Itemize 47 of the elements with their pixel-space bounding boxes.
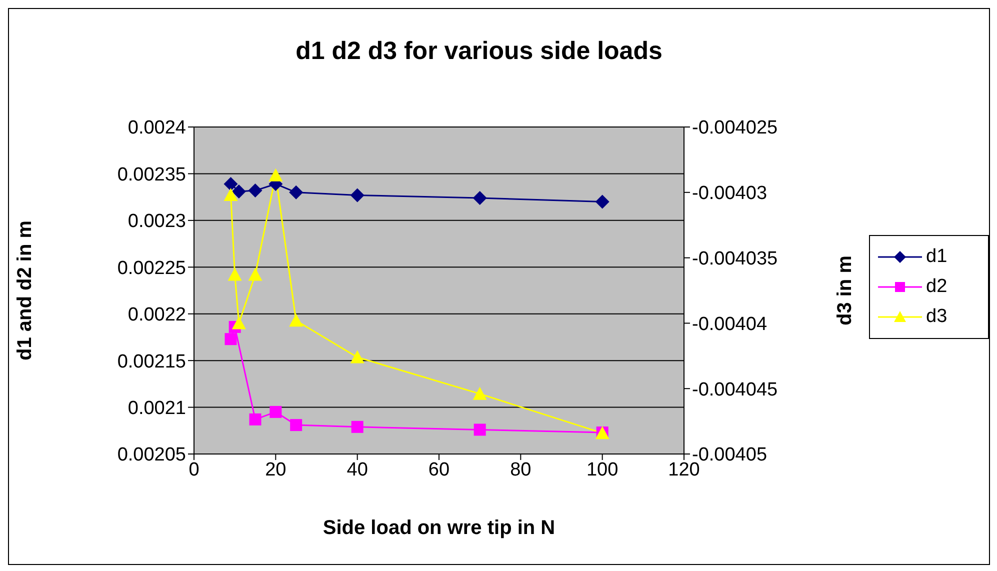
point — [350, 188, 364, 202]
point — [232, 316, 246, 330]
point — [268, 168, 283, 182]
x-tick-label: 40 — [346, 459, 368, 480]
y2-tick-label: -0.00404 — [692, 314, 768, 335]
y2-tick-label: -0.004025 — [692, 118, 778, 139]
y-tick-label: 0.0023 — [128, 211, 186, 232]
point — [248, 184, 262, 198]
y-tick-label: 0.00235 — [117, 164, 186, 186]
point — [224, 333, 237, 346]
point — [289, 314, 304, 327]
y-tick-label: 0.00215 — [117, 351, 186, 372]
y2-tick-label: -0.00403 — [692, 183, 768, 204]
point — [350, 350, 364, 364]
point — [249, 413, 262, 426]
point — [270, 406, 282, 418]
y2-tick-label: -0.004035 — [692, 248, 778, 270]
y-tick-label: 0.00225 — [117, 258, 186, 279]
point — [224, 176, 238, 191]
chart-title: d1 d2 d3 for various side loads — [294, 37, 664, 66]
point — [474, 424, 486, 436]
point — [472, 386, 487, 400]
y2-axis-title: d3 in m — [834, 255, 856, 326]
x-tick-label: 60 — [428, 459, 450, 480]
point — [595, 194, 610, 209]
x-tick-label: 100 — [586, 459, 618, 480]
point — [232, 184, 246, 198]
point — [224, 188, 238, 202]
y-tick-label: 0.00205 — [117, 444, 186, 466]
point — [289, 185, 304, 200]
y2-tick-label: -0.004045 — [692, 379, 778, 400]
point — [290, 419, 302, 432]
y-axis-title: d1 and d2 in m — [14, 220, 36, 361]
point — [228, 268, 242, 281]
point — [248, 268, 262, 281]
x-axis-title: Side load on wre tip in N — [322, 517, 556, 539]
point — [351, 420, 364, 433]
point — [472, 191, 487, 206]
y-tick-label: 0.0022 — [128, 304, 186, 326]
x-tick-label: 0 — [188, 459, 200, 480]
legend-label: d3 — [926, 306, 948, 328]
x-tick-label: 80 — [510, 459, 532, 480]
x-tick-label: 20 — [265, 459, 286, 480]
legend-label: d1 — [926, 246, 948, 268]
legend-label: d2 — [926, 276, 948, 298]
y-tick-label: 0.0021 — [128, 398, 186, 420]
y-tick-label: 0.0024 — [128, 118, 186, 139]
